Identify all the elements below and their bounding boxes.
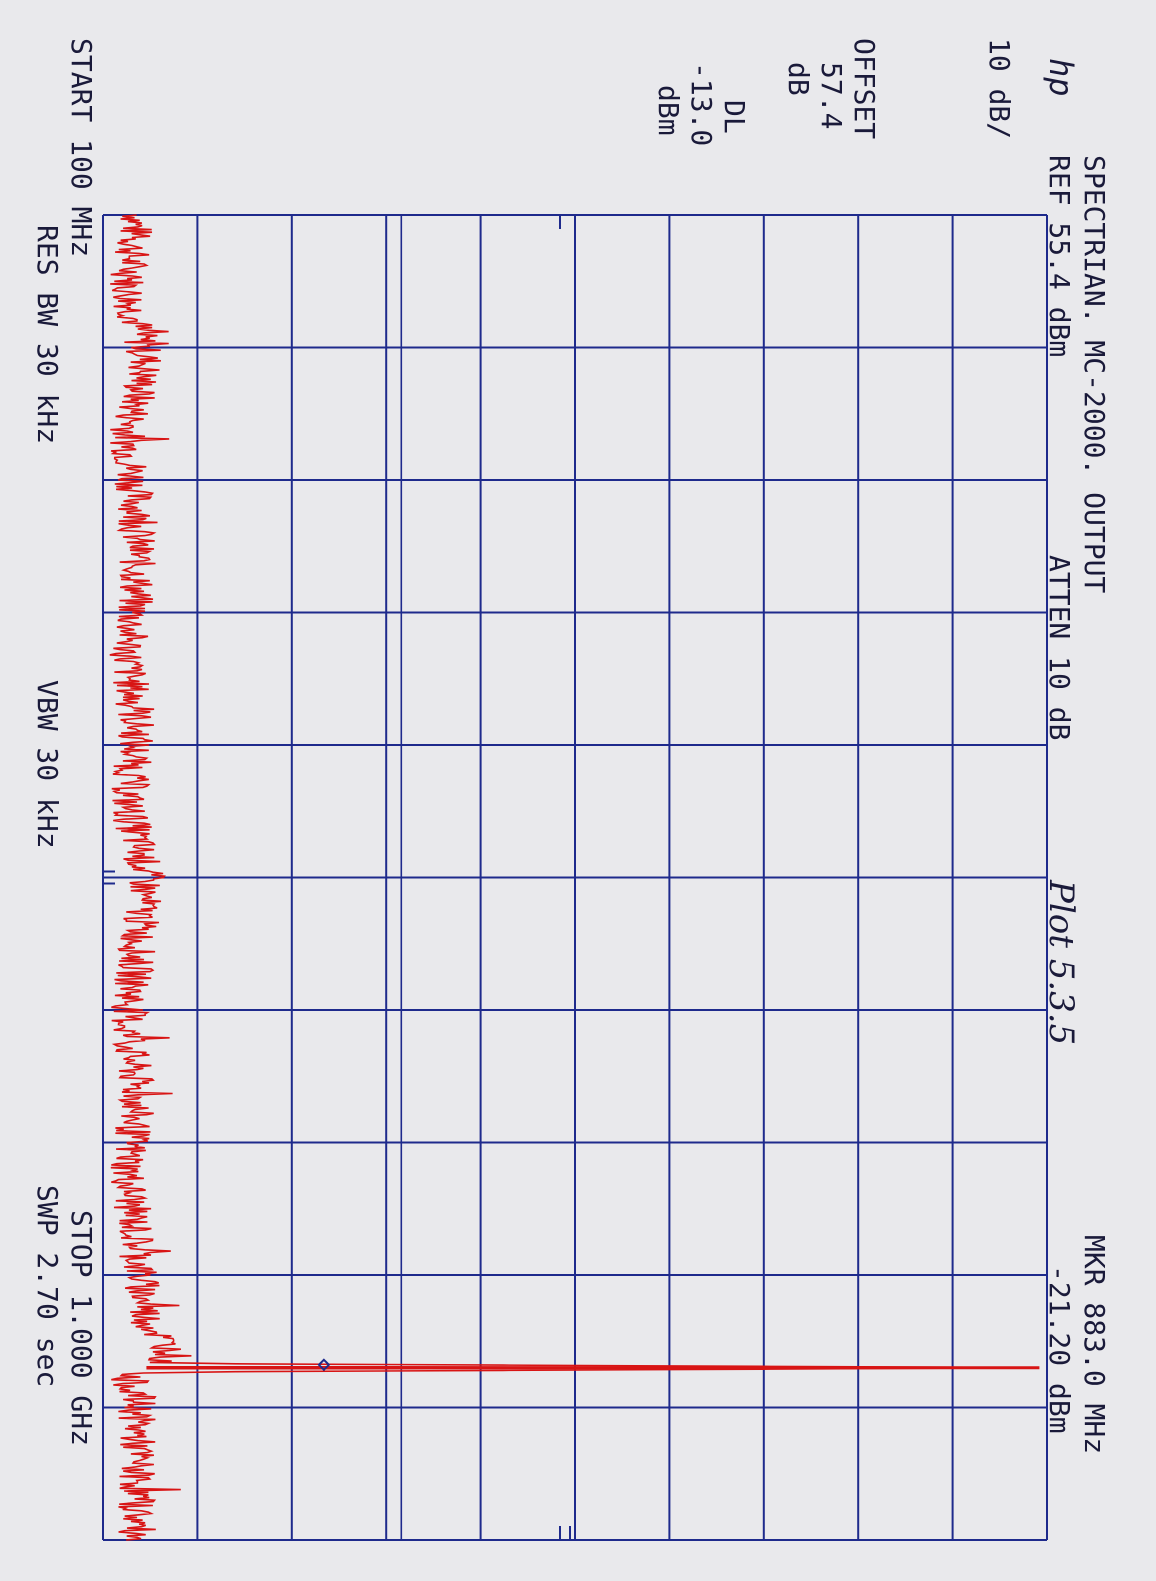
trace-layer xyxy=(109,214,1040,1541)
offset-unit: dB xyxy=(782,62,815,96)
offset-value: 57.4 xyxy=(815,62,848,129)
display-line-label: DL xyxy=(718,100,751,134)
start-frequency: START 100 MHz xyxy=(65,38,98,257)
graticule xyxy=(102,214,1048,1541)
marker-diamond xyxy=(317,1358,331,1372)
spectrum-trace xyxy=(109,214,1039,1541)
plot-title: SPECTRIAN. MC-2000. OUTPUT xyxy=(1078,155,1111,593)
hp-logo: hp xyxy=(1042,58,1080,97)
scale-per-div: 10 dB/ xyxy=(983,38,1016,139)
offset-label: OFFSET xyxy=(848,38,881,139)
sweep-time: SWP 2.70 sec xyxy=(31,1185,64,1387)
attenuation: ATTEN 10 dB xyxy=(1043,555,1076,740)
display-line-value: -13.0 xyxy=(685,62,718,146)
ref-level: REF 55.4 dBm xyxy=(1043,155,1076,357)
handwritten-note: Plot 5.3.5 xyxy=(1041,879,1081,1045)
video-bandwidth: VBW 30 kHz xyxy=(31,680,64,849)
resolution-bandwidth: RES BW 30 kHz xyxy=(31,225,64,444)
marker-amplitude: -21.20 dBm xyxy=(1043,1265,1076,1434)
stop-frequency: STOP 1.000 GHz xyxy=(65,1210,98,1446)
display-line-unit: dBm xyxy=(652,85,685,136)
carrier-peak xyxy=(146,1365,1040,1370)
marker-frequency: MKR 883.0 MHz xyxy=(1078,1235,1111,1454)
